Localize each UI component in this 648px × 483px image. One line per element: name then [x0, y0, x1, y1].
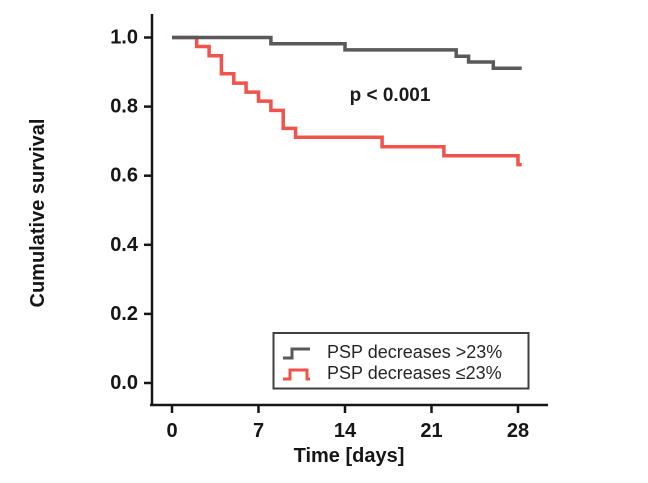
x-tick-label: 21 — [420, 420, 442, 442]
x-tick-label: 0 — [166, 420, 177, 442]
y-tick-label: 0.2 — [110, 303, 138, 325]
legend-label-psp-le23: PSP decreases ≤23% — [327, 363, 502, 383]
legend-label-psp-gt23: PSP decreases >23% — [327, 342, 502, 362]
p-value-annotation: p < 0.001 — [350, 85, 431, 106]
axes-layer — [150, 14, 548, 407]
x-tick-label: 7 — [253, 420, 264, 442]
legend-step-glyph-gray — [283, 347, 310, 360]
y-tick-label: 0.0 — [110, 372, 138, 394]
survival-curves-layer — [172, 35, 522, 167]
legend-step-glyph-red — [283, 368, 310, 381]
x-tick-label: 14 — [334, 420, 357, 442]
ticks-layer: 1.0 0.8 0.6 0.4 0.2 0.0 0 7 14 21 28 — [110, 27, 529, 443]
y-tick-label: 1.0 — [110, 27, 138, 49]
survival-curve-psp-gt23 — [172, 35, 522, 70]
y-tick-label: 0.4 — [110, 234, 139, 256]
y-axis-title: Cumulative survival — [27, 119, 49, 308]
survival-curve-psp-le23 — [172, 35, 522, 167]
x-tick-label: 28 — [507, 420, 529, 442]
y-tick-label: 0.8 — [110, 96, 138, 118]
y-tick-label: 0.6 — [110, 165, 138, 187]
legend: PSP decreases >23% PSP decreases ≤23% — [272, 332, 530, 390]
legend-border-box — [272, 332, 530, 390]
x-axis-title: Time [days] — [294, 445, 405, 467]
